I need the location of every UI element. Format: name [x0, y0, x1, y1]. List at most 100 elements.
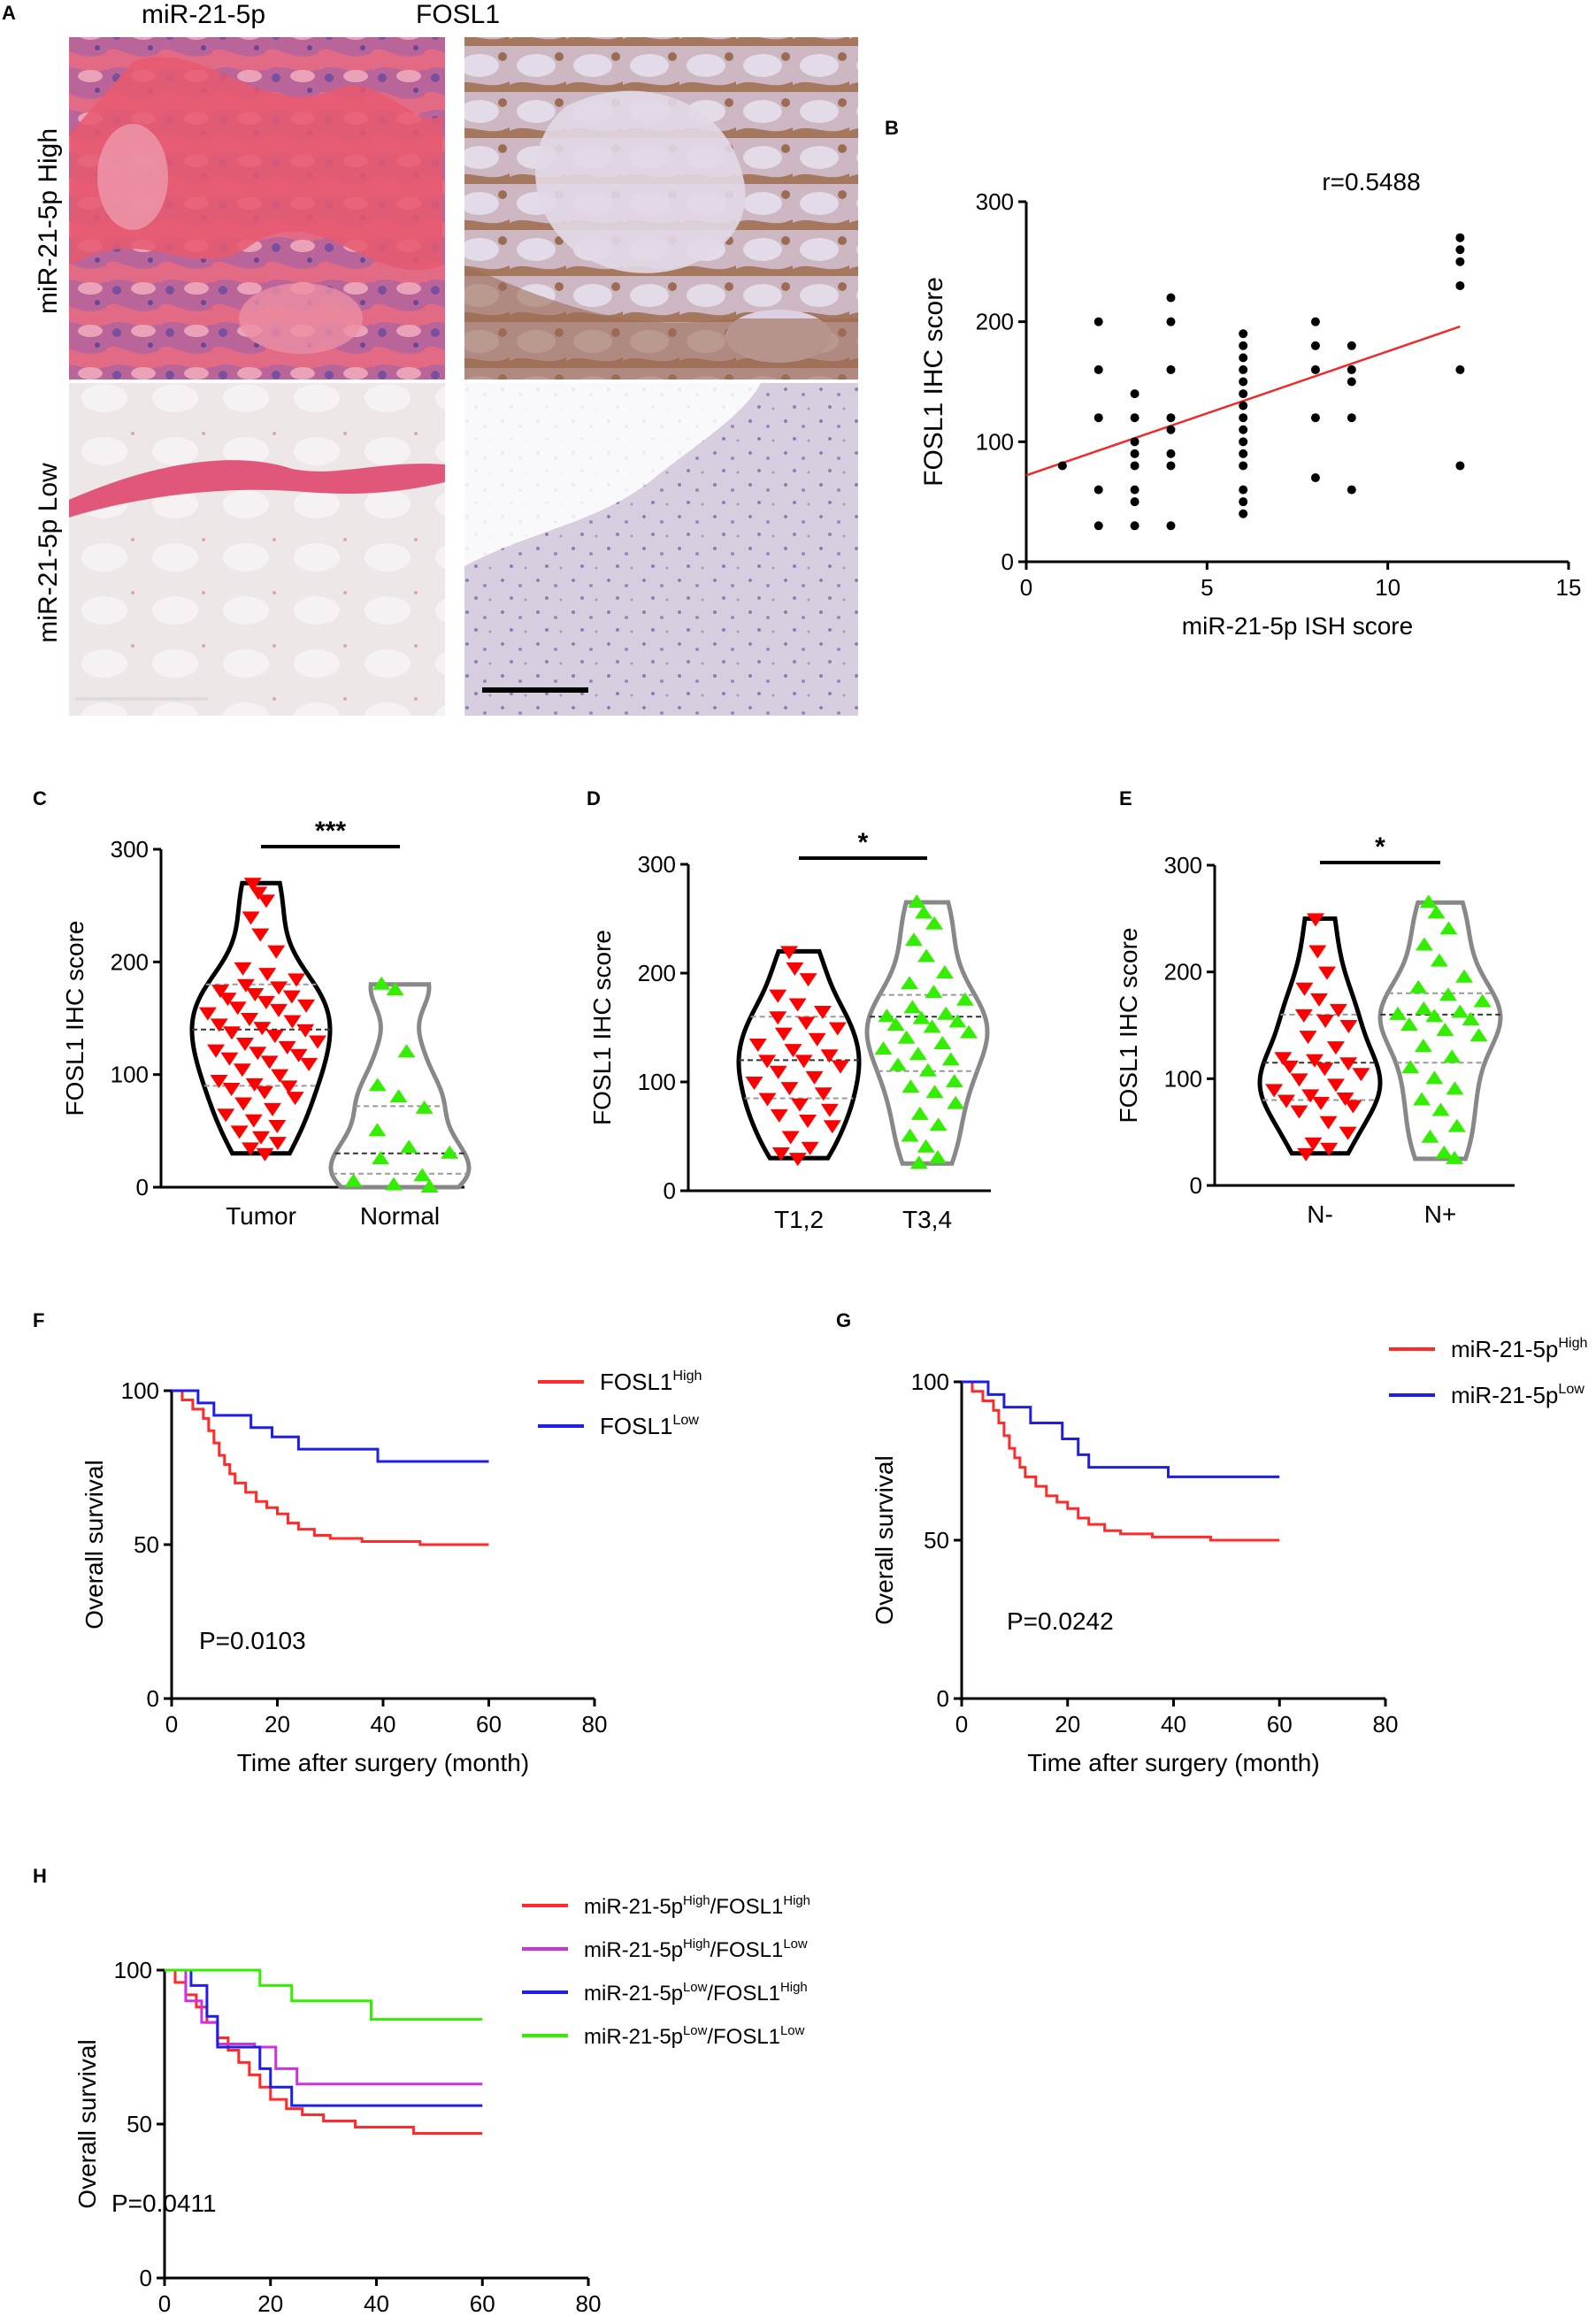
violin-outline: [189, 880, 333, 1156]
data-point: [270, 1003, 288, 1017]
legend-label: miR-21-5pHigh/FOSL1High: [584, 1894, 810, 1919]
data-point: [241, 1013, 259, 1026]
scatter-point: [1239, 461, 1248, 471]
data-point: [831, 1060, 849, 1074]
legend-label: miR-21-5pHigh/FOSL1Low: [584, 1937, 808, 1962]
data-point: [1389, 1006, 1408, 1020]
panel-c-violin: C 0 100 200 300 FOSL1 IHC score *** Tumor Norma…: [33, 787, 472, 1230]
data-point: [1312, 1096, 1331, 1110]
micrograph-mir21-high: [69, 37, 445, 380]
data-point: [385, 1177, 403, 1191]
data-point: [1415, 1001, 1433, 1015]
violin-outline: [1377, 900, 1503, 1162]
data-point: [1290, 1073, 1308, 1087]
scatter-point: [1166, 449, 1176, 458]
data-point: [788, 998, 807, 1012]
data-point: [769, 989, 787, 1003]
data-point: [220, 1052, 239, 1066]
data-point: [1319, 1116, 1338, 1130]
legend-text: miR-21-5p: [584, 2025, 683, 2049]
data-point: [1320, 1142, 1339, 1156]
data-point: [1339, 1057, 1358, 1071]
data-point: [300, 1057, 318, 1071]
data-point: [308, 1035, 326, 1049]
data-point: [1344, 1100, 1362, 1114]
data-point: [794, 1055, 813, 1069]
y-tick-label: 0: [664, 1177, 676, 1204]
panel-d-violin: D 0 100 200 300 FOSL1 IHC score * T1,2 T3,4: [587, 787, 991, 1233]
scatter-point: [1239, 425, 1248, 434]
data-point: [253, 1022, 272, 1036]
legend-superscript: High: [783, 1894, 810, 1908]
legend-text: FOSL1: [600, 1413, 672, 1439]
scatter-point: [1166, 317, 1176, 326]
x-category-label: N+: [1424, 1200, 1457, 1228]
data-point: [278, 1040, 296, 1055]
survival-curve: [165, 1968, 483, 2135]
legend-text: /FOSL1: [707, 2025, 780, 2049]
data-point: [808, 1032, 826, 1047]
x-category-label: Tumor: [226, 1202, 296, 1230]
data-point: [252, 1131, 270, 1145]
scatter-point: [1310, 364, 1320, 374]
panel-label-h: H: [33, 1865, 47, 1887]
data-point: [797, 1016, 816, 1031]
scatter-point: [1130, 437, 1139, 447]
x-tick-label: 60: [470, 2290, 495, 2317]
violin-outline: [328, 982, 472, 1190]
scatter-point: [1093, 485, 1103, 495]
data-point: [805, 1070, 824, 1085]
data-point: [368, 1123, 387, 1137]
data-point: [902, 1079, 920, 1093]
y-tick-label: 0: [136, 1174, 149, 1200]
scatter-point: [1310, 341, 1320, 350]
data-point: [1277, 1094, 1295, 1108]
scatter-point: [1130, 521, 1139, 531]
data-point: [282, 990, 301, 1004]
data-point: [270, 981, 288, 995]
data-point: [1421, 1129, 1439, 1143]
x-tick-label: 0: [165, 1711, 178, 1737]
data-point: [257, 995, 275, 1009]
data-point: [1473, 993, 1492, 1008]
data-point: [928, 1150, 947, 1164]
survival-curve: [165, 1968, 483, 2021]
x-tick-label: 40: [1161, 1711, 1186, 1737]
data-point: [413, 1168, 432, 1182]
x-tick-label: 5: [1201, 574, 1213, 601]
scatter-point: [1130, 389, 1139, 399]
panel-b-scatter: B r=0.5488 0 100 200 300 0 5 10 15 FOSL1 IHC sco…: [885, 117, 1581, 640]
data-point: [420, 1179, 439, 1193]
scatter-point: [1239, 364, 1248, 374]
data-point: [386, 982, 404, 996]
y-tick-label: 200: [111, 948, 149, 975]
data-point: [758, 1055, 777, 1069]
data-point: [1309, 993, 1328, 1007]
data-point: [1425, 1009, 1444, 1023]
scatter-point: [1239, 389, 1248, 399]
data-point: [258, 968, 277, 982]
scatter-point: [1347, 341, 1356, 350]
data-point: [780, 1082, 799, 1096]
data-point: [912, 1010, 931, 1024]
y-tick-label: 50: [127, 2111, 152, 2137]
data-point: [823, 1120, 841, 1134]
y-tick-label: 0: [1001, 548, 1014, 575]
data-point: [1446, 1150, 1464, 1164]
scatter-point: [1093, 521, 1103, 531]
data-point: [1451, 1004, 1469, 1018]
scatter-point: [1455, 280, 1465, 290]
y-tick-label: 0: [147, 1685, 159, 1712]
y-tick-label: 100: [114, 1957, 152, 1983]
x-tick-label: 20: [265, 1711, 290, 1737]
scatter-point: [1239, 413, 1248, 423]
data-point: [268, 1137, 287, 1151]
data-point: [1425, 1070, 1444, 1085]
y-tick-label: 0: [140, 2265, 152, 2291]
data-point: [960, 1024, 978, 1039]
x-tick-label: 20: [1055, 1711, 1080, 1737]
data-point: [271, 1069, 289, 1083]
data-point: [372, 976, 391, 990]
legend-superscript: Low: [672, 1412, 699, 1428]
data-point: [1443, 1049, 1462, 1063]
